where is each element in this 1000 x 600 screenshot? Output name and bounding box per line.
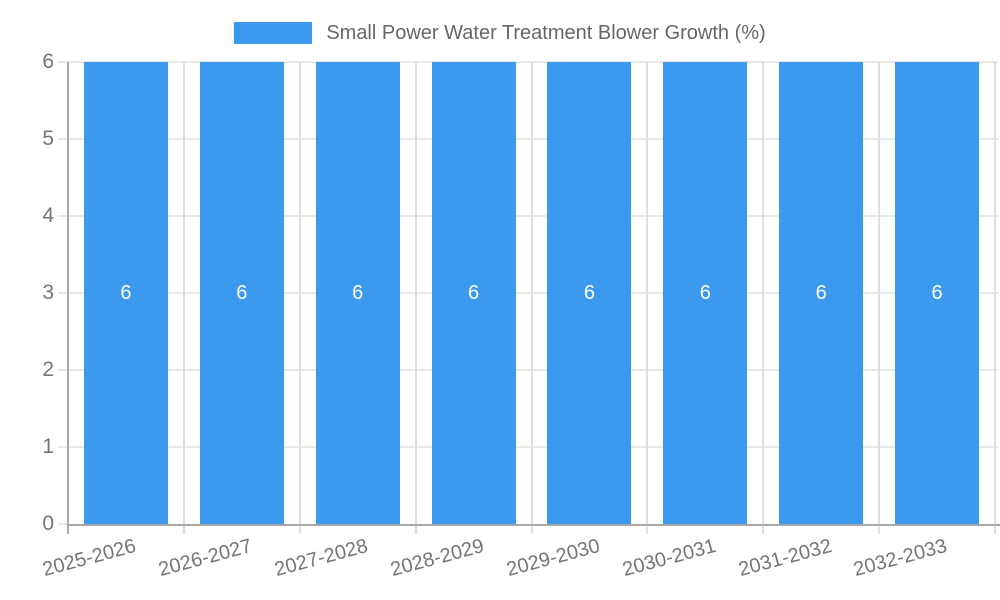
gridline-y-3 xyxy=(68,291,998,294)
y-tick-label: 1 xyxy=(42,434,54,458)
x-tick-label: 2028-2029 xyxy=(388,534,487,581)
gridline-y-5 xyxy=(68,137,998,140)
y-tick-label: 4 xyxy=(42,203,54,227)
x-tick-label: 2025-2026 xyxy=(40,534,139,581)
y-axis-tick xyxy=(58,214,68,217)
chart-legend[interactable]: Small Power Water Treatment Blower Growt… xyxy=(0,20,1000,46)
bar-2032-2033 xyxy=(895,62,980,524)
y-axis-tick xyxy=(58,137,68,140)
y-tick-label: 3 xyxy=(42,280,54,304)
gridline-y-6 xyxy=(68,61,998,63)
legend-label: Small Power Water Treatment Blower Growt… xyxy=(326,22,766,44)
x-axis-tick xyxy=(878,524,881,534)
bar-2026-2027 xyxy=(199,62,284,524)
gridline-x-3 xyxy=(414,62,417,524)
y-axis-tick xyxy=(58,445,68,448)
gridline-x-2 xyxy=(298,62,301,524)
y-tick-label: 6 xyxy=(42,50,54,73)
x-axis-tick xyxy=(530,524,533,534)
x-tick-label: 2032-2033 xyxy=(851,534,950,581)
x-axis-tick xyxy=(414,524,417,534)
y-tick-label: 5 xyxy=(42,126,54,150)
bar-2030-2031 xyxy=(663,62,748,524)
x-tick-label: 2031-2032 xyxy=(735,534,834,581)
gridline-x-4 xyxy=(530,62,533,524)
gridline-x-5 xyxy=(646,62,649,524)
x-tick-label: 2029-2030 xyxy=(504,534,603,581)
x-axis-tick xyxy=(762,524,765,534)
bar-value-label: 6 xyxy=(236,281,248,304)
legend-swatch xyxy=(234,22,313,44)
bar-2029-2030 xyxy=(547,62,632,524)
bar-value-label: 6 xyxy=(120,281,132,304)
bar-value-label: 6 xyxy=(699,281,711,304)
x-axis-tick xyxy=(182,524,185,534)
x-tick-label: 2026-2027 xyxy=(156,534,255,581)
bar-value-label: 6 xyxy=(931,281,943,304)
bar-value-label: 6 xyxy=(583,281,595,304)
y-tick-label: 0 xyxy=(42,511,54,535)
x-tick-label: 2027-2028 xyxy=(272,534,371,581)
gridline-y-2 xyxy=(68,368,998,371)
bar-2031-2032 xyxy=(779,62,864,524)
gridline-x-7 xyxy=(878,62,881,524)
bar-2028-2029 xyxy=(431,62,516,524)
bar-value-label: 6 xyxy=(468,281,480,304)
y-axis-tick xyxy=(58,522,68,525)
y-axis-line xyxy=(66,62,69,534)
y-axis-tick xyxy=(58,291,68,294)
gridline-x-6 xyxy=(762,62,765,524)
x-axis-tick xyxy=(298,524,301,534)
y-axis-tick xyxy=(58,368,68,371)
gridline-x-8 xyxy=(994,62,996,524)
gridline-x-1 xyxy=(182,62,185,524)
x-axis-line xyxy=(66,523,1000,526)
bar-value-label: 6 xyxy=(815,281,827,304)
x-tick-label: 2030-2031 xyxy=(619,534,719,581)
bar-2027-2028 xyxy=(315,62,400,524)
bar-2025-2026 xyxy=(83,62,168,524)
x-axis-tick xyxy=(994,524,996,534)
gridline-y-4 xyxy=(68,214,998,217)
gridline-y-1 xyxy=(68,445,998,448)
x-axis-tick xyxy=(646,524,649,534)
y-tick-label: 2 xyxy=(42,357,54,381)
bar-value-label: 6 xyxy=(352,281,364,304)
y-axis-tick xyxy=(58,61,68,63)
